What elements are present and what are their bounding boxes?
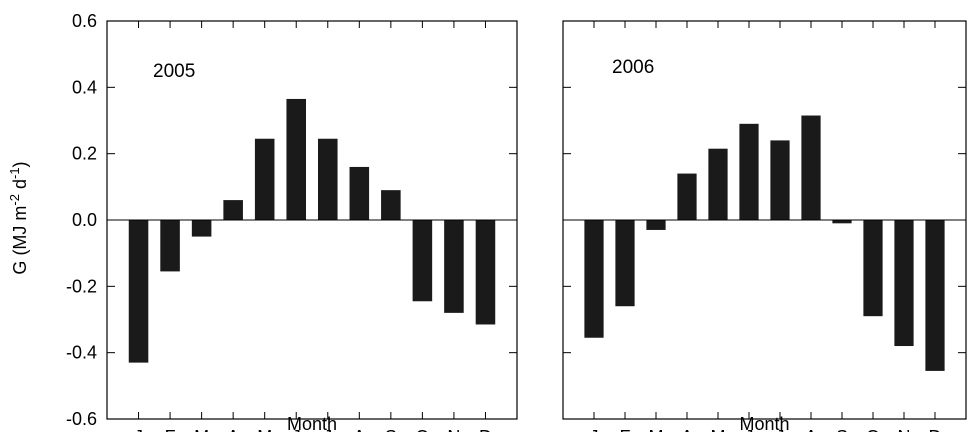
bar-2 (615, 220, 635, 307)
y-tick-label: -0.4 (66, 343, 97, 363)
x-tick-label: A (353, 427, 365, 432)
y-tick-label: 0.0 (72, 210, 97, 230)
bar-10 (863, 220, 883, 317)
bar-3 (191, 220, 212, 237)
bar-5 (708, 148, 728, 220)
bar-1 (584, 220, 604, 338)
x-tick-label: O (415, 427, 429, 432)
x-tick-label: M (194, 427, 209, 432)
bar-7 (317, 138, 338, 220)
bar-7 (770, 140, 790, 220)
bar-11 (444, 220, 464, 313)
x-tick-label: A (227, 427, 239, 432)
x-tick-label: A (681, 427, 693, 432)
x-tick-label: J (134, 427, 143, 432)
y-tick-label: 0.4 (72, 77, 97, 97)
x-tick-label: A (805, 427, 817, 432)
x-tick-label: J (745, 427, 754, 432)
x-tick-label: F (620, 427, 631, 432)
bar-12 (925, 220, 945, 371)
panel-year-label: 2005 (153, 61, 195, 82)
bar-11 (894, 220, 914, 347)
x-tick-label: F (165, 427, 176, 432)
bar-5 (254, 138, 275, 220)
x-tick-label: J (292, 427, 301, 432)
bar-4 (223, 200, 243, 220)
bar-4 (677, 173, 697, 220)
x-tick-label: M (649, 427, 664, 432)
x-tick-label: O (866, 427, 880, 432)
chart-panel-2005: -0.6 -0.4 -0.2 0.0 0.2 0.4 0.6 J F M A M J J A S O N D Mont… (66, 11, 518, 432)
x-tick-label: J (590, 427, 599, 432)
x-tick-label: N (898, 427, 911, 432)
bar-3 (646, 220, 666, 230)
bar-9 (381, 190, 401, 220)
x-tick-label: J (323, 427, 332, 432)
x-tick-label: D (479, 427, 492, 432)
y-axis-label: G (MJ m-2 d-1) (7, 161, 30, 274)
x-axis-label: Month (287, 414, 337, 432)
bar-6 (739, 123, 759, 220)
bar-6 (286, 98, 307, 220)
bar-9 (832, 220, 852, 224)
bar-12 (475, 220, 496, 325)
x-axis-label: Month (739, 414, 789, 432)
y-tick-label: 0.2 (72, 144, 97, 164)
x-tick-label: S (385, 427, 397, 432)
x-tick-label: M (257, 427, 272, 432)
bar-8 (349, 166, 370, 220)
y-tick-label: -0.2 (66, 276, 97, 296)
bar-8 (801, 115, 821, 220)
y-tick-label: -0.6 (66, 409, 97, 429)
panel-year-label: 2006 (612, 57, 654, 78)
x-tick-label: D (929, 427, 942, 432)
x-tick-label: M (711, 427, 726, 432)
bar-10 (412, 220, 433, 302)
x-tick-label: J (776, 427, 785, 432)
chart-panel-2006: J F M A M J J A S O N D Month 2006 (562, 20, 967, 432)
bar-1 (128, 220, 149, 363)
y-tick-label: 0.6 (72, 11, 97, 31)
x-tick-label: N (447, 427, 460, 432)
x-tick-label: S (836, 427, 848, 432)
bar-2 (160, 220, 180, 272)
